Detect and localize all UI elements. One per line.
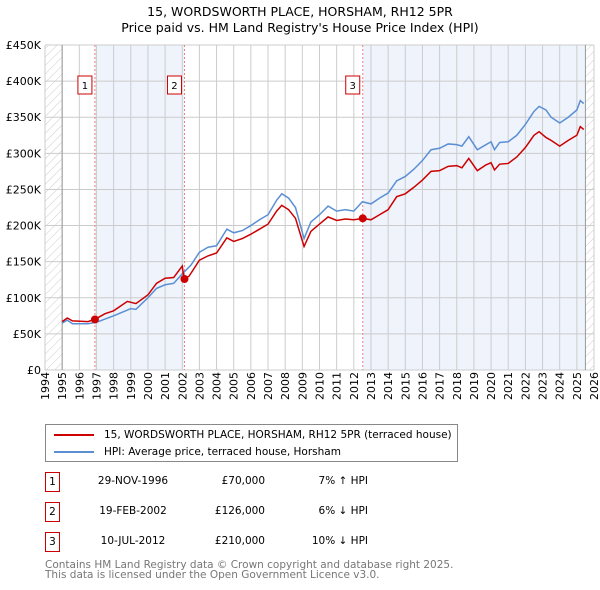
x-tick-label: 2017 [434, 372, 447, 400]
x-tick-label: 1999 [125, 372, 138, 400]
x-tick-label: 2007 [262, 372, 275, 400]
y-tick-label: £100K [6, 292, 42, 305]
y-tick-label: £350K [6, 111, 42, 124]
sale-label-box [345, 75, 361, 95]
sale-row: 1 29-NOV-1996 £70,000 7% ↑ HPI [45, 472, 465, 492]
sale-price: £210,000 [214, 535, 265, 547]
x-tick-label: 2005 [228, 372, 241, 400]
footer-line: This data is licensed under the Open Gov… [45, 569, 380, 581]
y-tick-label: £300K [6, 147, 42, 160]
chart-subtitle: Price paid vs. HM Land Registry's House … [121, 20, 479, 35]
sale-hpi-diff: 7% ↑ HPI [318, 475, 368, 487]
x-tick-label: 2010 [314, 372, 327, 400]
x-tick-label: 2019 [468, 372, 481, 400]
sale-label: 2 [171, 81, 177, 92]
x-tick-label: 2020 [485, 372, 498, 400]
x-tick-label: 1996 [73, 372, 86, 400]
y-tick-label: £250K [6, 183, 42, 196]
chart-title: 15, WORDSWORTH PLACE, HORSHAM, RH12 5PR [147, 4, 453, 19]
sale-price: £70,000 [221, 475, 265, 487]
x-tick-label: 2003 [193, 372, 206, 400]
sale-label: 1 [82, 81, 88, 92]
y-tick-label: £50K [13, 328, 42, 341]
legend-label: 15, WORDSWORTH PLACE, HORSHAM, RH12 5PR … [104, 429, 452, 441]
sale-label: 3 [350, 81, 356, 92]
x-tick-label: 2006 [245, 372, 258, 400]
sale-hpi-diff: 10% ↓ HPI [311, 535, 368, 547]
footer: Contains HM Land Registry data © Crown c… [45, 559, 454, 581]
x-tick-label: 2000 [142, 372, 155, 400]
sale-date: 29-NOV-1996 [97, 475, 169, 487]
x-tick-label: 2018 [451, 372, 464, 400]
x-tick-label: 2022 [519, 372, 532, 400]
y-tick-label: £150K [6, 256, 42, 269]
y-tick-label: £0 [27, 364, 41, 377]
y-tick-label: £200K [6, 220, 42, 233]
x-tick-label: 2024 [554, 372, 567, 400]
plot-area: 1994 1995 1996 1997 1998 1999 2000 2001 2002 2003… [6, 39, 600, 400]
x-tick-label: 2013 [365, 372, 378, 400]
x-tick-label: 2004 [211, 372, 224, 400]
sale-point [358, 214, 367, 223]
hatch-post-data [585, 45, 594, 370]
sale-label-box [77, 75, 93, 95]
sale-date: 19-FEB-2002 [99, 505, 167, 517]
x-tick-label: 1994 [39, 372, 52, 400]
sale-point [180, 275, 189, 283]
x-tick-label: 1998 [108, 372, 121, 400]
sale-marker-box: 1 [45, 472, 60, 492]
x-tick-label: 1995 [56, 372, 69, 400]
x-tick-label: 2001 [159, 372, 172, 400]
sale-label-box [166, 75, 182, 95]
series-line-hpi [61, 99, 585, 325]
legend: 15, WORDSWORTH PLACE, HORSHAM, RH12 5PR … [45, 424, 458, 462]
x-tick-label: 2008 [279, 372, 292, 400]
sale-marker-box: 3 [45, 532, 60, 552]
shade-period [94, 45, 185, 370]
legend-swatch-red [54, 434, 94, 436]
footer-line: Contains HM Land Registry data © Crown c… [45, 559, 454, 571]
x-tick-label: 2021 [502, 372, 515, 400]
legend-label: HPI: Average price, terraced house, Hors… [104, 446, 341, 458]
x-tick-label: 2009 [296, 372, 309, 400]
x-tick-label: 2025 [571, 372, 584, 400]
sale-row: 3 10-JUL-2012 £210,000 10% ↓ HPI [45, 532, 465, 552]
x-tick-label: 2011 [331, 372, 344, 400]
x-tick-label: 2015 [399, 372, 412, 400]
series-line-property [61, 125, 585, 323]
sale-marker-box: 2 [45, 502, 60, 522]
x-tick-label: 2014 [382, 372, 395, 400]
legend-swatch-blue [54, 451, 94, 453]
hatch-pre-data [45, 45, 63, 370]
legend-item-property: 15, WORDSWORTH PLACE, HORSHAM, RH12 5PR … [54, 427, 452, 443]
sale-row: 2 19-FEB-2002 £126,000 6% ↓ HPI [45, 502, 465, 522]
sale-point [90, 315, 99, 324]
sale-price: £126,000 [214, 505, 265, 517]
x-tick-label: 2016 [416, 372, 429, 400]
sale-date: 10-JUL-2012 [100, 535, 166, 547]
legend-item-hpi: HPI: Average price, terraced house, Hors… [54, 444, 341, 460]
x-tick-label: 2023 [537, 372, 550, 400]
y-tick-label: £400K [6, 75, 42, 88]
x-tick-label: 1997 [90, 372, 103, 400]
sale-hpi-diff: 6% ↓ HPI [318, 505, 368, 517]
x-tick-label: 2012 [348, 372, 361, 400]
x-tick-label: 2002 [176, 372, 189, 400]
x-tick-label: 2026 [588, 372, 600, 400]
y-tick-label: £450K [6, 39, 42, 52]
